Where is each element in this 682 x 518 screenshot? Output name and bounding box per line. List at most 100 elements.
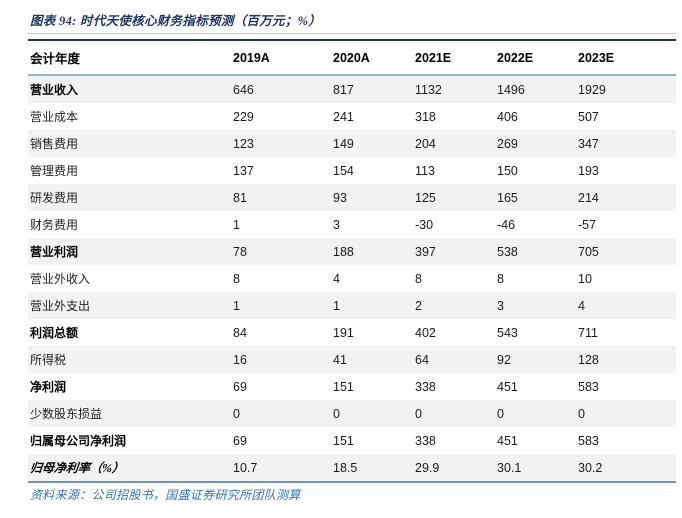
title-underline-rule xyxy=(28,33,676,34)
row-label: 少数股东损益 xyxy=(30,407,103,421)
cell-value: 646 xyxy=(233,82,254,97)
cell-value: 711 xyxy=(578,325,598,340)
table-header-row: 会计年度 2019A 2020A 2021E 2022E 2023E xyxy=(28,40,676,76)
row-label: 净利润 xyxy=(30,380,67,394)
cell-value: 188 xyxy=(333,244,354,259)
row-label: 营业外收入 xyxy=(30,272,91,286)
cell-value: 1 xyxy=(233,298,240,313)
cell-value: 538 xyxy=(497,244,518,259)
cell-value: 8 xyxy=(233,271,240,286)
cell-value: 69 xyxy=(233,379,247,394)
cell-value: 0 xyxy=(578,406,585,421)
cell-value: 64 xyxy=(415,352,429,367)
cell-value: 204 xyxy=(415,136,436,151)
cell-value: 8 xyxy=(415,271,422,286)
cell-value: 229 xyxy=(233,109,254,124)
cell-value: 1929 xyxy=(578,82,606,97)
row-label: 营业成本 xyxy=(30,110,79,124)
cell-value: -46 xyxy=(497,217,516,232)
row-label: 研发费用 xyxy=(30,191,79,205)
row-label: 销售费用 xyxy=(30,137,79,151)
table-row: 利润总额 84 191 402 543 711 xyxy=(28,319,676,346)
table-body: 营业收入 646 817 1132 1496 1929 营业成本 229 241 318 406 50… xyxy=(28,75,676,482)
cell-value: 29.9 xyxy=(415,460,440,475)
cell-value: 151 xyxy=(333,433,354,448)
cell-value: 8 xyxy=(497,271,504,286)
cell-value: 4 xyxy=(578,298,585,313)
cell-value: 1496 xyxy=(497,82,525,97)
cell-value: 0 xyxy=(415,406,422,421)
table-row: 所得税 16 41 64 92 128 xyxy=(28,346,676,373)
cell-value: 0 xyxy=(333,406,340,421)
cell-value: 1 xyxy=(333,298,340,313)
cell-value: 150 xyxy=(497,163,518,178)
table-row: 净利润 69 151 338 451 583 xyxy=(28,373,676,400)
table-row: 归属母公司净利润 69 151 338 451 583 xyxy=(28,427,676,454)
table-row: 少数股东损益 0 0 0 0 0 xyxy=(28,400,676,427)
cell-value: 2 xyxy=(415,298,422,313)
cell-value: 137 xyxy=(233,163,254,178)
header-2021e: 2021E xyxy=(415,40,497,76)
row-label: 利润总额 xyxy=(30,326,79,340)
header-2020a: 2020A xyxy=(333,40,415,76)
cell-value: 193 xyxy=(578,163,599,178)
cell-value: 0 xyxy=(233,406,240,421)
cell-value: -30 xyxy=(415,217,434,232)
cell-value: 507 xyxy=(578,109,599,124)
row-label: 所得税 xyxy=(30,353,67,367)
cell-value: 165 xyxy=(497,190,518,205)
cell-value: 338 xyxy=(415,433,436,448)
cell-value: 817 xyxy=(333,82,354,97)
cell-value: 78 xyxy=(233,244,247,259)
row-label: 营业收入 xyxy=(30,83,79,97)
financial-forecast-table: 会计年度 2019A 2020A 2021E 2022E 2023E 营业收入 6… xyxy=(28,39,676,483)
table-row: 营业外收入 8 4 8 8 10 xyxy=(28,265,676,292)
cell-value: 0 xyxy=(497,406,504,421)
cell-value: 30.1 xyxy=(497,460,522,475)
cell-value: 191 xyxy=(333,325,354,340)
table-row: 营业利润 78 188 397 538 705 xyxy=(28,238,676,265)
cell-value: 93 xyxy=(333,190,347,205)
header-2022e: 2022E xyxy=(497,40,578,76)
header-2019a: 2019A xyxy=(233,40,333,76)
cell-value: 318 xyxy=(415,109,436,124)
cell-value: 69 xyxy=(233,433,247,448)
table-row: 营业收入 646 817 1132 1496 1929 xyxy=(28,75,676,103)
cell-value: 30.2 xyxy=(578,460,603,475)
cell-value: 3 xyxy=(497,298,504,313)
row-label: 营业外支出 xyxy=(30,299,91,313)
cell-value: 347 xyxy=(578,136,599,151)
cell-value: 123 xyxy=(233,136,254,151)
row-label: 归属母公司净利润 xyxy=(30,434,127,448)
cell-value: -57 xyxy=(578,217,597,232)
cell-value: 397 xyxy=(415,244,436,259)
cell-value: 154 xyxy=(333,163,354,178)
data-source-note: 资料来源：公司招股书，国盛证券研究所团队测算 xyxy=(30,488,301,502)
table-row: 销售费用 123 149 204 269 347 xyxy=(28,130,676,157)
table-row: 财务费用 1 3 -30 -46 -57 xyxy=(28,211,676,238)
header-fiscal-year: 会计年度 xyxy=(28,40,233,76)
cell-value: 113 xyxy=(415,163,435,178)
cell-value: 705 xyxy=(578,244,599,259)
cell-value: 10.7 xyxy=(233,460,258,475)
cell-value: 269 xyxy=(497,136,518,151)
cell-value: 214 xyxy=(578,190,599,205)
cell-value: 128 xyxy=(578,352,599,367)
cell-value: 1 xyxy=(233,217,240,232)
cell-value: 1132 xyxy=(415,82,442,97)
table-row: 管理费用 137 154 113 150 193 xyxy=(28,157,676,184)
cell-value: 92 xyxy=(497,352,511,367)
table-row: 营业外支出 1 1 2 3 4 xyxy=(28,292,676,319)
cell-value: 18.5 xyxy=(333,460,358,475)
cell-value: 402 xyxy=(415,325,436,340)
cell-value: 10 xyxy=(578,271,592,286)
cell-value: 583 xyxy=(578,433,599,448)
table-row: 研发费用 81 93 125 165 214 xyxy=(28,184,676,211)
cell-value: 3 xyxy=(333,217,340,232)
cell-value: 338 xyxy=(415,379,436,394)
cell-value: 41 xyxy=(333,352,347,367)
row-label: 归母净利率（%） xyxy=(29,461,125,475)
cell-value: 81 xyxy=(233,190,247,205)
cell-value: 125 xyxy=(415,190,436,205)
